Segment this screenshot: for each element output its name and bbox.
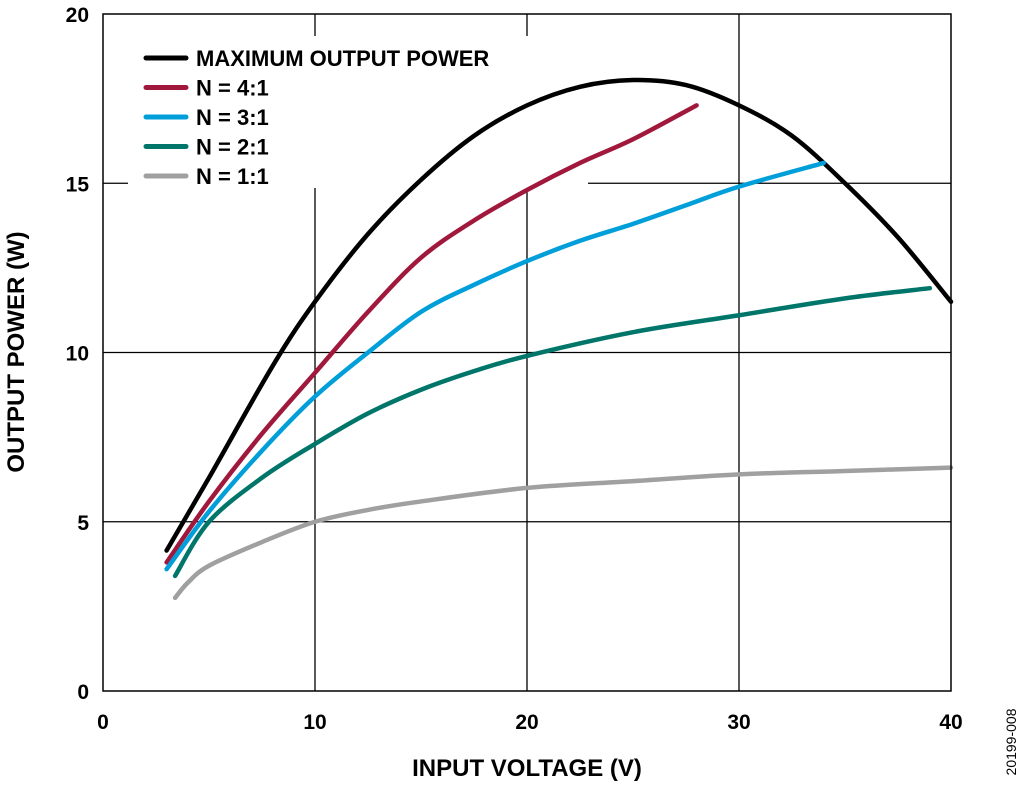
tick-labels: 0 10 20 30 40 0 5 10 15 20	[66, 4, 963, 734]
x-tick-label: 30	[727, 711, 750, 734]
y-tick-label: 0	[77, 681, 89, 704]
series-group	[164, 77, 954, 601]
legend-label: MAXIMUM OUTPUT POWER	[196, 46, 489, 71]
y-tick-label: 15	[66, 173, 90, 196]
y-tick-label: 10	[66, 343, 89, 366]
series-line-2	[164, 160, 827, 572]
plot-frame	[102, 13, 952, 692]
x-tick-label: 40	[939, 711, 962, 734]
figure-code: 20199-008	[1003, 708, 1019, 775]
series-line-3	[172, 285, 933, 579]
x-tick-label: 20	[515, 711, 538, 734]
x-axis-title: INPUT VOLTAGE (V)	[412, 755, 642, 782]
legend-label: N = 4:1	[196, 76, 269, 101]
legend-label: N = 3:1	[196, 105, 269, 130]
legend-label: N = 2:1	[196, 135, 269, 160]
x-tick-label: 10	[303, 711, 326, 734]
legend-label: N = 1:1	[196, 164, 269, 189]
x-tick-label: 0	[97, 711, 109, 734]
y-tick-label: 20	[66, 4, 89, 27]
series-line-1	[164, 103, 699, 565]
series-line-4	[172, 465, 954, 601]
y-tick-label: 5	[77, 512, 89, 535]
legend: MAXIMUM OUTPUT POWER N = 4:1 N = 3:1 N = 2:…	[143, 46, 489, 189]
y-axis-title: OUTPUT POWER (W)	[3, 231, 30, 472]
